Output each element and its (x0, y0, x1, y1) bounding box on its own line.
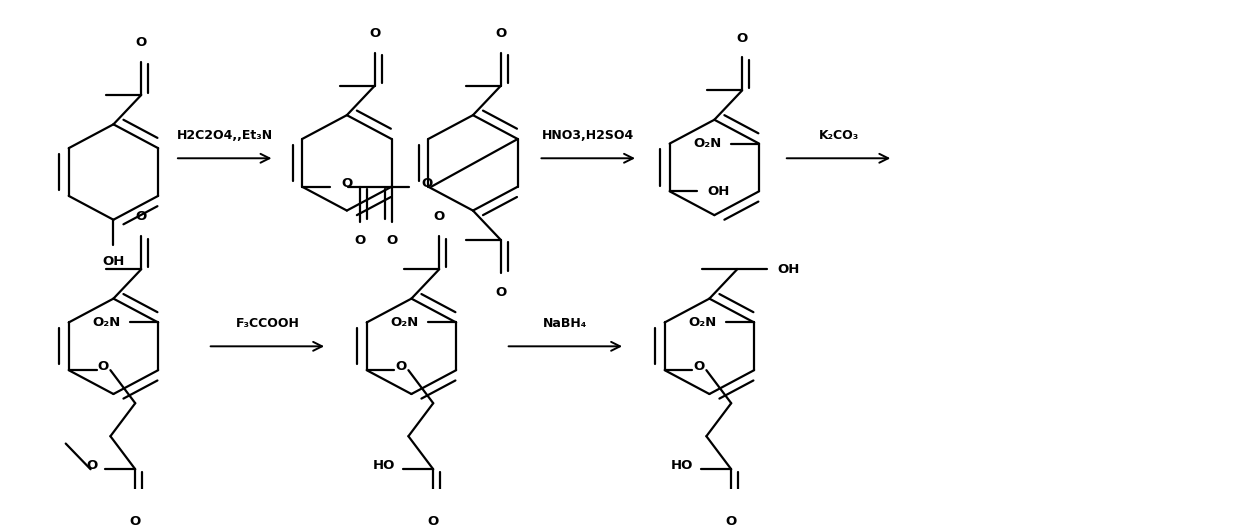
Text: HO: HO (373, 459, 396, 472)
Text: O: O (355, 234, 366, 248)
Text: O: O (737, 32, 748, 44)
Text: HO: HO (671, 459, 693, 472)
Text: O₂N: O₂N (688, 316, 717, 329)
Text: O: O (135, 210, 146, 223)
Text: F₃CCOOH: F₃CCOOH (236, 317, 299, 330)
Text: O₂N: O₂N (391, 316, 418, 329)
Text: O: O (495, 286, 506, 299)
Text: O: O (370, 27, 381, 40)
Text: O: O (434, 210, 445, 223)
Text: O: O (396, 360, 407, 373)
Text: O: O (386, 234, 397, 248)
Text: NaBH₄: NaBH₄ (543, 317, 588, 330)
Text: O: O (98, 360, 109, 373)
Text: O: O (342, 176, 353, 190)
Text: O: O (495, 27, 506, 40)
Text: H2C2O4,,Et₃N: H2C2O4,,Et₃N (176, 129, 273, 142)
Text: O₂N: O₂N (693, 137, 722, 150)
Text: O: O (428, 515, 439, 528)
Text: HNO3,H2SO4: HNO3,H2SO4 (542, 129, 635, 142)
Text: O: O (725, 515, 737, 528)
Text: O: O (422, 176, 433, 190)
Text: O₂N: O₂N (92, 316, 120, 329)
Text: O: O (87, 459, 98, 472)
Text: K₂CO₃: K₂CO₃ (818, 129, 858, 142)
Text: O: O (130, 515, 141, 528)
Text: O: O (135, 36, 146, 49)
Text: OH: OH (777, 263, 800, 276)
Text: OH: OH (102, 254, 124, 268)
Text: OH: OH (707, 185, 730, 198)
Text: O: O (694, 360, 706, 373)
